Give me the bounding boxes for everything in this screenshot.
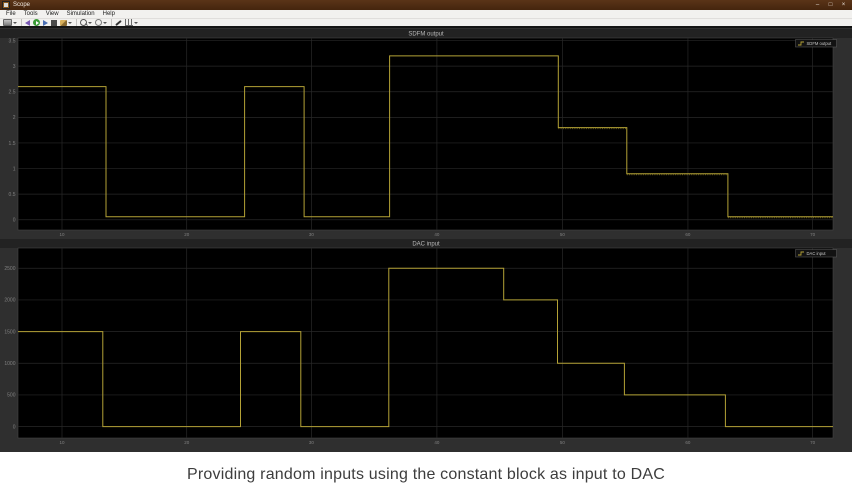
toolbar-separator <box>21 19 22 26</box>
sdfm-output-plot[interactable]: 0 0.5 1 1.5 2 2.5 3 3.5 10 20 30 40 50 60 70 SDFM outpu… <box>0 29 852 239</box>
y-tick-label: 1 <box>13 166 16 172</box>
menu-tools[interactable]: Tools <box>23 10 38 17</box>
plot-canvas[interactable] <box>17 247 834 439</box>
window-title: Scope <box>13 2 31 8</box>
run-icon <box>33 19 40 26</box>
plot-title-strip <box>0 239 852 248</box>
y-tick-label: 1.5 <box>9 141 16 147</box>
x-tick-label: 20 <box>184 440 190 445</box>
zoom-button[interactable] <box>80 19 92 27</box>
measurements-icon <box>115 19 122 26</box>
menu-simulation[interactable]: Simulation <box>66 10 95 17</box>
menu-help[interactable]: Help <box>102 10 115 17</box>
settings-icon <box>95 19 102 26</box>
caption-text: Providing random inputs using the consta… <box>187 465 665 483</box>
highlight-block-icon <box>25 19 30 26</box>
caption: Providing random inputs using the consta… <box>0 452 852 497</box>
legend-line-icon <box>798 41 804 46</box>
toolbar-separator <box>111 19 112 26</box>
y-tick-label: 0 <box>13 424 16 430</box>
dropdown-arrow-icon <box>68 21 72 24</box>
stop-icon <box>51 19 57 26</box>
x-tick-label: 20 <box>184 232 190 237</box>
y-tick-label: 1000 <box>4 361 15 367</box>
plot-title: SDFM output <box>408 32 444 38</box>
dropdown-arrow-icon <box>13 21 17 24</box>
y-tick-label: 0.5 <box>9 192 16 198</box>
plot-title: DAC input <box>412 242 440 248</box>
close-button[interactable]: × <box>841 2 846 8</box>
menu-bar: File Tools View Simulation Help <box>0 10 852 19</box>
y-tick-label: 3.5 <box>9 38 16 44</box>
stop-button[interactable] <box>51 19 57 27</box>
x-tick-label: 30 <box>309 232 315 237</box>
menu-file[interactable]: File <box>6 10 16 17</box>
dropdown-arrow-icon <box>103 21 107 24</box>
y-tick-label: 0 <box>13 218 16 224</box>
x-tick-label: 10 <box>60 232 66 237</box>
menu-view[interactable]: View <box>45 10 59 17</box>
x-tick-label: 50 <box>560 440 566 445</box>
legend-line-icon <box>798 251 804 256</box>
x-tick-label: 10 <box>60 440 66 445</box>
y-tick-label: 2.5 <box>9 90 16 96</box>
y-tick-label: 500 <box>7 393 16 399</box>
plot-title-strip <box>0 29 852 38</box>
x-tick-label: 30 <box>309 440 315 445</box>
y-tick-label: 1500 <box>4 329 15 335</box>
toolbar-separator <box>76 19 77 26</box>
highlight-block-button[interactable] <box>25 19 30 27</box>
dropdown-arrow-icon <box>88 21 92 24</box>
x-tick-label: 40 <box>434 232 440 237</box>
y-tick-label: 2000 <box>4 298 15 304</box>
dropdown-arrow-icon <box>134 21 138 24</box>
printer-icon <box>3 19 12 26</box>
x-tick-label: 40 <box>434 440 440 445</box>
run-button[interactable] <box>33 19 40 27</box>
signal-trace <box>18 55 833 218</box>
zoom-icon <box>80 19 87 26</box>
y-tick-label: 3 <box>13 64 16 70</box>
printer-button[interactable] <box>3 19 17 27</box>
toolbar <box>0 19 852 28</box>
x-tick-label: 70 <box>810 440 816 445</box>
settings-button[interactable] <box>95 19 107 27</box>
legend[interactable]: SDFM output <box>795 39 837 48</box>
y-tick-label: 2500 <box>4 266 15 272</box>
x-tick-label: 70 <box>810 232 816 237</box>
x-tick-label: 60 <box>685 232 691 237</box>
step-forward-button[interactable] <box>43 19 48 27</box>
minimize-button[interactable]: – <box>815 2 820 8</box>
legend-label: SDFM output <box>807 41 833 46</box>
legend-label: DAC input <box>807 251 827 256</box>
x-tick-label: 50 <box>560 232 566 237</box>
title-bar: Scope – □ × <box>0 0 852 10</box>
style-brush-icon <box>60 19 67 26</box>
triggers-button[interactable] <box>125 19 138 27</box>
step-forward-icon <box>43 19 48 26</box>
scope-window-icon <box>2 1 10 9</box>
x-tick-label: 60 <box>685 440 691 445</box>
scope-display-area: 0 0.5 1 1.5 2 2.5 3 3.5 10 20 30 40 50 60 70 SDFM outpu… <box>0 28 852 452</box>
signal-trace <box>18 267 833 428</box>
triggers-icon <box>125 19 133 26</box>
legend[interactable]: DAC input <box>795 249 837 258</box>
gridlines <box>18 38 833 230</box>
dac-input-plot[interactable]: 0 500 1000 1500 2000 2500 10 20 30 40 50 60 70 DAC in… <box>0 239 852 452</box>
plot-canvas[interactable] <box>17 37 834 231</box>
measurements-button[interactable] <box>115 19 122 27</box>
maximize-button[interactable]: □ <box>828 2 833 8</box>
y-tick-label: 2 <box>13 115 16 121</box>
style-brush-button[interactable] <box>60 19 72 27</box>
